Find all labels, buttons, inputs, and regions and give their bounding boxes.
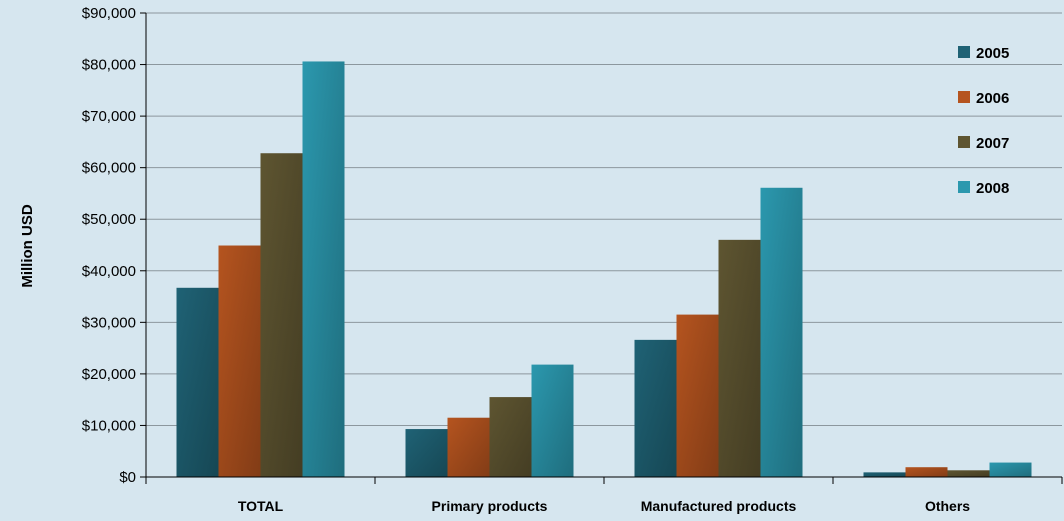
y-tick-label: $90,000 xyxy=(82,5,136,22)
bars xyxy=(176,61,1032,478)
y-tick-label: $40,000 xyxy=(82,263,136,280)
x-category-label: Primary products xyxy=(432,498,548,514)
y-tick-label: $70,000 xyxy=(82,108,136,125)
legend-swatch xyxy=(958,91,970,103)
bar-2006 xyxy=(447,417,490,477)
y-tick-label: $50,000 xyxy=(82,211,136,228)
y-axis-title: Million USD xyxy=(19,204,36,287)
legend-swatch xyxy=(958,46,970,58)
bar-2007 xyxy=(947,470,990,477)
x-category-labels: TOTAL Primary products Manufactured produc… xyxy=(238,498,970,514)
bar-2005 xyxy=(405,429,448,477)
bar-2007 xyxy=(489,397,532,477)
bar-2006 xyxy=(676,314,719,477)
bar-2006 xyxy=(905,467,948,477)
legend-swatch xyxy=(958,136,970,148)
bar-2008 xyxy=(531,364,574,477)
x-category-label: Manufactured products xyxy=(641,498,797,514)
bar-2008 xyxy=(989,462,1032,477)
x-category-label: Others xyxy=(925,498,970,514)
y-tick-label: $10,000 xyxy=(82,417,136,434)
legend-label: 2008 xyxy=(976,180,1009,197)
bar-2006 xyxy=(218,245,261,477)
legend: 2005 2006 2007 2008 xyxy=(958,45,1009,197)
y-tick-label: $30,000 xyxy=(82,314,136,331)
y-tick-labels: $0 $10,000 $20,000 $30,000 $40,000 $50,000 $60… xyxy=(82,5,136,486)
bar-2008 xyxy=(760,187,803,478)
legend-label: 2006 xyxy=(976,90,1009,107)
bar-2008 xyxy=(302,61,345,478)
bar-2005 xyxy=(863,472,906,477)
bar-2005 xyxy=(176,287,219,477)
y-tick-label: $60,000 xyxy=(82,160,136,177)
y-tick-label: $80,000 xyxy=(82,57,136,74)
bar-2005 xyxy=(634,339,677,477)
y-tick-label: $20,000 xyxy=(82,366,136,383)
x-category-label: TOTAL xyxy=(238,498,284,514)
legend-label: 2005 xyxy=(976,45,1009,62)
y-tick-label: $0 xyxy=(119,469,136,486)
legend-label: 2007 xyxy=(976,135,1009,152)
legend-swatch xyxy=(958,181,970,193)
axes xyxy=(140,12,1063,484)
bar-2007 xyxy=(260,153,303,477)
bar-2007 xyxy=(718,239,761,477)
